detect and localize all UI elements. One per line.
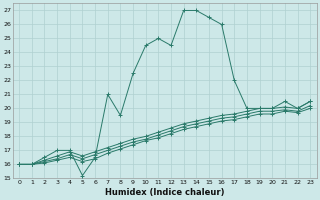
X-axis label: Humidex (Indice chaleur): Humidex (Indice chaleur): [105, 188, 224, 197]
